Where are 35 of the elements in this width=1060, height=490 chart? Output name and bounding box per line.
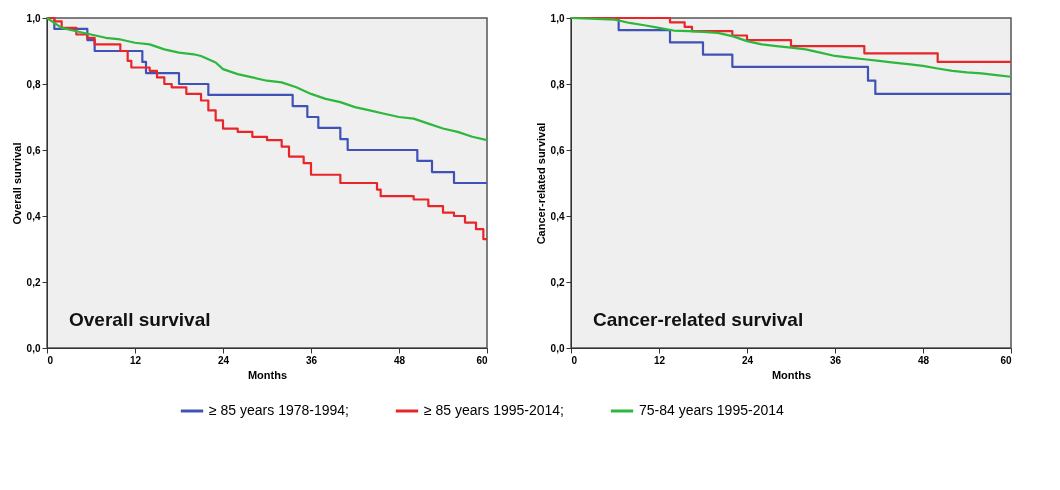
legend-label: ≥ 85 years 1978-1994;: [209, 402, 349, 418]
y-tick-label: 0,4: [550, 210, 565, 222]
line-series: [45, 16, 489, 142]
y-tick-label: 0,8: [550, 78, 565, 90]
y-tick-label: 1,0: [26, 12, 41, 24]
x-tick-label: 60: [1000, 354, 1012, 366]
legend-label: 75-84 years 1995-2014: [639, 402, 784, 418]
x-tick-label: 36: [305, 354, 318, 366]
y-axis-title: Overall survival: [69, 309, 211, 330]
x-tick-label: 12: [653, 354, 666, 366]
text: Overall survival: [10, 142, 23, 225]
text: Cancer-related survival: [534, 122, 547, 245]
y-tick-label: 0,6: [550, 144, 565, 156]
y-tick-label: 0,0: [26, 342, 41, 354]
x-tick-label: 60: [476, 354, 488, 366]
x-tick-label: 36: [829, 354, 842, 366]
x-tick-label: 0: [571, 354, 578, 366]
legend-label: ≥ 85 years 1995-2014;: [424, 402, 564, 418]
x-axis-title: Months: [771, 368, 812, 381]
x-axis-title: Months: [247, 368, 288, 381]
y-tick-label: 0,6: [26, 144, 41, 156]
y-axis-title: Cancer-related survival: [593, 309, 804, 330]
x-tick-label: 0: [47, 354, 54, 366]
y-tick-label: 0,4: [26, 210, 41, 222]
y-tick-label: 0,0: [550, 342, 565, 354]
x-tick-label: 12: [129, 354, 142, 366]
x-tick-label: 24: [217, 354, 230, 366]
y-tick-label: 0,8: [26, 78, 41, 90]
x-tick-label: 24: [741, 354, 754, 366]
x-tick-label: 48: [393, 354, 406, 366]
x-tick-label: 48: [917, 354, 930, 366]
y-tick-label: 0,2: [26, 276, 41, 288]
y-tick-label: 1,0: [550, 12, 565, 24]
y-tick-label: 0,2: [550, 276, 565, 288]
line-series: [569, 16, 1013, 78]
